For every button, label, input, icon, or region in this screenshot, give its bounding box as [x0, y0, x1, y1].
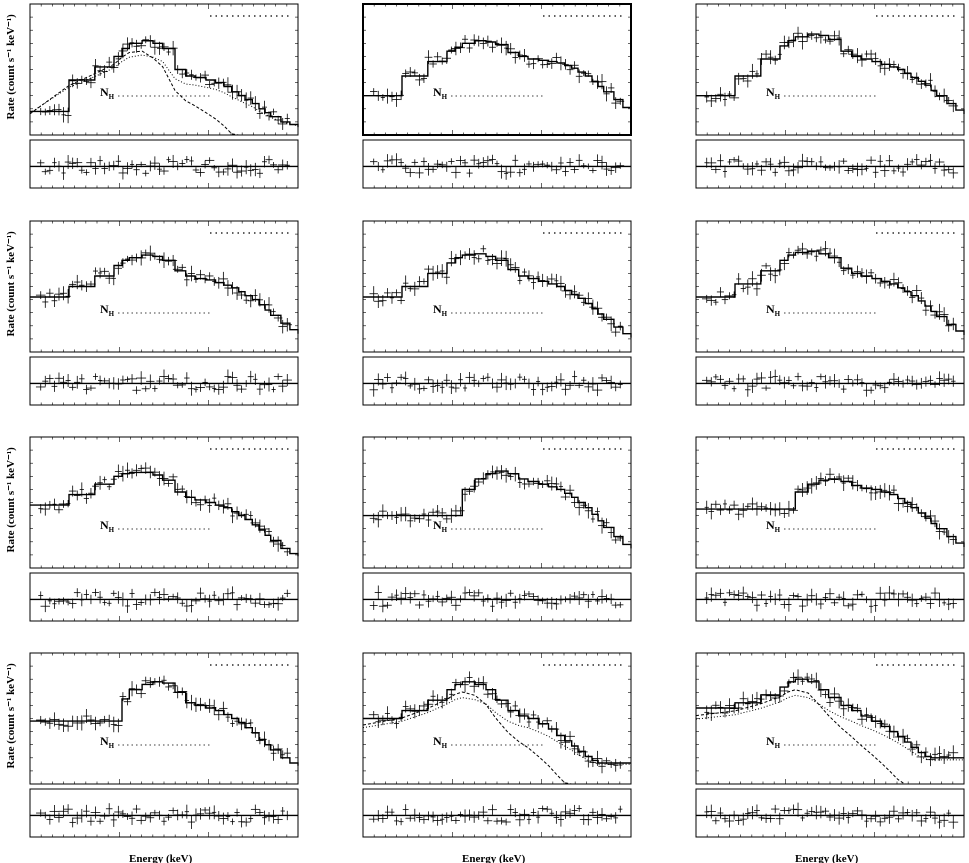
spectrum-frame — [362, 652, 632, 785]
spectrum-frame — [362, 436, 632, 569]
nh-subscript: H — [109, 310, 115, 318]
nh-subscript: H — [109, 93, 115, 101]
model-step-line — [696, 33, 965, 114]
nh-label: NH — [766, 302, 781, 318]
nh-label: NH — [433, 518, 448, 534]
model-step-line — [696, 478, 965, 547]
nh-subscript: H — [775, 742, 781, 750]
hard-component-line — [362, 697, 631, 765]
model-step-line — [696, 250, 965, 335]
nh-label: NH — [433, 85, 448, 101]
spectrum-panel-2-1: NH — [362, 436, 632, 622]
nh-label: NH — [766, 85, 781, 101]
nh-subscript: H — [442, 310, 448, 318]
residual-frame — [362, 356, 632, 406]
residual-frame — [29, 139, 299, 189]
nh-subscript: H — [109, 526, 115, 534]
nh-label: NH — [433, 302, 448, 318]
spectrum-panel-3-2: NH Energy (keV) — [695, 652, 965, 863]
nh-label: NH — [433, 734, 448, 750]
model-step-line — [363, 470, 632, 549]
model-step-line — [30, 40, 299, 128]
soft-component-line — [362, 691, 631, 785]
nh-subscript: H — [442, 93, 448, 101]
spectrum-panel-3-1: NH Energy (keV) — [362, 652, 632, 863]
residual-frame — [695, 139, 965, 189]
model-step-line — [30, 681, 299, 766]
nh-subscript: H — [775, 310, 781, 318]
spectrum-frame — [695, 436, 965, 569]
y-axis-label: Rate (count s⁻¹ keV⁻¹) — [5, 14, 17, 120]
hard-component-line — [29, 54, 299, 127]
y-axis-label: Rate (count s⁻¹ keV⁻¹) — [5, 663, 17, 769]
soft-component-line — [29, 50, 298, 136]
nh-subscript: H — [442, 526, 448, 534]
nh-label: NH — [100, 734, 115, 750]
spectrum-frame — [29, 652, 299, 785]
nh-label: NH — [100, 518, 115, 534]
spectrum-panel-0-2: NH — [695, 3, 965, 189]
x-axis-label: Energy (keV) — [795, 853, 859, 863]
model-step-line — [363, 40, 632, 112]
spectrum-panel-2-2: NH — [695, 436, 965, 622]
model-step-line — [363, 681, 631, 764]
nh-label: NH — [100, 85, 115, 101]
spectrum-panel-0-0: NH Rate (count s⁻¹ keV⁻¹) — [5, 3, 299, 189]
model-step-line — [30, 471, 299, 557]
model-step-line — [363, 253, 632, 338]
nh-subscript: H — [775, 93, 781, 101]
soft-component-line — [695, 689, 964, 785]
spectrum-frame — [695, 220, 965, 353]
spectrum-frame — [362, 3, 632, 136]
spectrum-frame — [695, 3, 965, 136]
y-axis-label: Rate (count s⁻¹ keV⁻¹) — [5, 447, 17, 553]
y-axis-label: Rate (count s⁻¹ keV⁻¹) — [5, 231, 17, 337]
nh-subscript: H — [442, 742, 448, 750]
x-axis-label: Energy (keV) — [462, 853, 526, 863]
nh-label: NH — [766, 734, 781, 750]
spectrum-panel-1-2: NH — [695, 220, 965, 406]
spectrum-panel-1-1: NH — [362, 220, 632, 406]
spectrum-panel-1-0: NH Rate (count s⁻¹ keV⁻¹) — [5, 220, 299, 406]
spectrum-panel-0-1: NH — [362, 3, 632, 189]
x-axis-label: Energy (keV) — [129, 853, 193, 863]
spectrum-panel-3-0: NH Rate (count s⁻¹ keV⁻¹) Energy (keV) — [5, 652, 299, 863]
nh-subscript: H — [109, 742, 115, 750]
spectrum-frame — [29, 436, 299, 569]
residual-frame — [29, 788, 299, 838]
spectrum-panel-2-0: NH Rate (count s⁻¹ keV⁻¹) — [5, 436, 299, 622]
model-step-line — [696, 678, 964, 759]
nh-label: NH — [100, 302, 115, 318]
model-step-line — [30, 254, 299, 334]
nh-subscript: H — [775, 526, 781, 534]
nh-label: NH — [766, 518, 781, 534]
residual-frame — [362, 788, 632, 838]
spectrum-frame — [695, 652, 965, 785]
